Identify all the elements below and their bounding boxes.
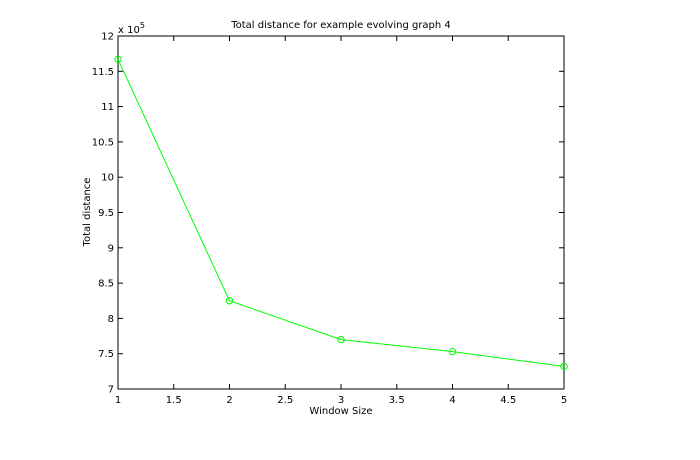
x-tick-label: 4 (449, 395, 455, 406)
series-line (117, 59, 565, 367)
data-point (560, 362, 568, 371)
y-tick-label: 9 (108, 243, 114, 254)
chart-title: Total distance for example evolving grap… (230, 20, 451, 31)
x-tick-label: 2 (226, 395, 232, 406)
x-tick-label: 3 (338, 395, 344, 406)
y-axis-label: Total distance (82, 178, 93, 248)
data-point (448, 347, 457, 356)
y-tick-label: 7 (108, 385, 114, 396)
y-tick-label: 10 (101, 173, 114, 184)
y-tick-label: 8.5 (98, 279, 114, 290)
y-multiplier: x 105 (118, 21, 145, 36)
y-tick-label: 8 (108, 314, 114, 325)
y-tick-label: 12 (101, 32, 114, 43)
y-axis-ticks: 7 7.5 8 8.5 9 9.5 10 10.5 11 11.5 12 (92, 32, 564, 396)
x-tick-label: 1.5 (166, 395, 182, 406)
x-tick-label: 3.5 (389, 395, 405, 406)
plot-area (117, 35, 565, 390)
x-tick-label: 2.5 (277, 395, 293, 406)
x-tick-label: 5 (561, 395, 567, 406)
y-tick-label: 7.5 (98, 349, 114, 360)
x-axis-ticks: 1 1.5 2 2.5 3 3.5 4 4.5 5 (115, 36, 567, 406)
x-tick-label: 4.5 (500, 395, 516, 406)
y-tick-label: 11 (101, 102, 114, 113)
y-multiplier-exponent: 5 (140, 21, 145, 30)
y-tick-label: 9.5 (98, 208, 114, 219)
x-tick-label: 1 (115, 395, 121, 406)
y-tick-label: 11.5 (92, 67, 114, 78)
data-point (114, 55, 122, 63)
y-multiplier-base: x 10 (118, 25, 140, 36)
data-point (225, 297, 234, 305)
y-tick-label: 10.5 (92, 137, 114, 148)
x-axis-label: Window Size (309, 406, 372, 417)
series-group (114, 55, 568, 371)
data-point (337, 335, 345, 344)
